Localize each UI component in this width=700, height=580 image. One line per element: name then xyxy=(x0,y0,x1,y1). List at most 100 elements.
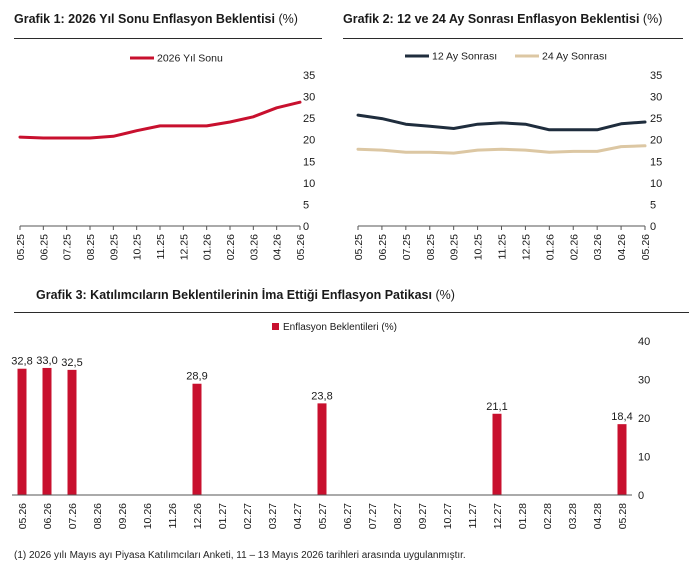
chart3-bar xyxy=(492,413,502,495)
chart3-bar xyxy=(17,368,27,495)
chart2-y-tick-label: 30 xyxy=(650,92,662,104)
chart3-y-tick-label: 40 xyxy=(638,336,650,348)
chart2-y-tick-label: 35 xyxy=(650,70,662,82)
chart2-x-tick-label: 05.26 xyxy=(640,234,652,260)
chart3-x-tick-label: 11.27 xyxy=(467,503,479,529)
chart2-title-rule xyxy=(343,38,683,39)
chart3-x-tick-label: 04.28 xyxy=(592,503,604,529)
chart3-x-tick-label: 05.26 xyxy=(17,503,29,529)
chart1-y-tick-label: 35 xyxy=(303,70,315,82)
chart3-x-tick-label: 01.28 xyxy=(517,503,529,529)
chart2-y-tick-label: 0 xyxy=(650,221,656,233)
chart1-x-tick-label: 05.25 xyxy=(15,234,27,260)
chart1-y-tick-label: 15 xyxy=(303,156,315,168)
chart1-x-tick-label: 12.25 xyxy=(178,234,190,260)
chart1-x-tick-label: 10.25 xyxy=(132,234,144,260)
chart3-x-tick-label: 06.26 xyxy=(42,503,54,529)
chart2-title-text: Grafik 2: 12 ve 24 Ay Sonrası Enflasyon … xyxy=(343,12,640,26)
footnote: (1) 2026 yılı Mayıs ayı Piyasa Katılımcı… xyxy=(14,550,466,561)
chart1-y-tick-label: 0 xyxy=(303,221,309,233)
chart1-x-tick-label: 01.26 xyxy=(202,234,214,260)
chart3-x-tick-label: 05.27 xyxy=(317,503,329,529)
chart3-title: Grafik 3: Katılımcıların Beklentilerinin… xyxy=(36,288,455,302)
chart3-x-tick-label: 08.26 xyxy=(92,503,104,529)
chart1-title: Grafik 1: 2026 Yıl Sonu Enflasyon Beklen… xyxy=(14,12,298,26)
chart1-title-rule xyxy=(14,38,322,39)
chart2-legend-label-0: 12 Ay Sonrası xyxy=(432,51,497,63)
chart3-data-label: 18,4 xyxy=(611,411,632,423)
chart2-series-line-0 xyxy=(356,113,647,132)
chart2-series-line-1 xyxy=(356,144,647,155)
chart3-y-tick-label: 10 xyxy=(638,452,650,464)
chart1-y-tick-label: 5 xyxy=(303,199,309,211)
chart1-x-tick-label: 11.25 xyxy=(155,234,167,260)
chart1-title-unit: (%) xyxy=(278,12,298,26)
chart1-x-tick-label: 03.26 xyxy=(248,234,260,260)
chart2-x-tick-label: 02.26 xyxy=(568,234,580,260)
chart3-x-tick-label: 09.27 xyxy=(417,503,429,529)
chart2-y-tick-label: 10 xyxy=(650,178,662,190)
chart3-data-label: 33,0 xyxy=(36,355,57,367)
chart2-x-tick-label: 01.26 xyxy=(544,234,556,260)
chart1-x-tick-label: 07.25 xyxy=(62,234,74,260)
chart1-x-tick-label: 02.26 xyxy=(225,234,237,260)
chart3-data-label: 21,1 xyxy=(486,401,507,413)
chart1-x-tick-label: 06.25 xyxy=(38,234,50,260)
chart2-x-tick-label: 06.25 xyxy=(377,234,389,260)
chart2-y-tick-label: 25 xyxy=(650,113,662,125)
chart3-title-rule xyxy=(14,312,689,313)
chart1-x-tick-label: 09.25 xyxy=(108,234,120,260)
chart1-y-tick-label: 30 xyxy=(303,92,315,104)
chart2-y-tick-label: 5 xyxy=(650,199,656,211)
chart3-bar xyxy=(67,369,77,495)
chart3-legend-swatch xyxy=(272,323,279,330)
chart3-x-tick-label: 02.28 xyxy=(542,503,554,529)
chart3-x-tick-label: 09.26 xyxy=(117,503,129,529)
chart3-bar xyxy=(42,367,52,495)
chart3-y-tick-label: 0 xyxy=(638,490,644,502)
chart3-bar xyxy=(617,424,627,495)
chart3-x-tick-label: 10.26 xyxy=(142,503,154,529)
chart1-series-line-0 xyxy=(18,100,302,140)
chart1-y-tick-label: 20 xyxy=(303,135,315,147)
chart2-title: Grafik 2: 12 ve 24 Ay Sonrası Enflasyon … xyxy=(343,12,662,26)
chart3-x-tick-label: 07.26 xyxy=(67,503,79,529)
chart1-x-tick-label: 08.25 xyxy=(85,234,97,260)
chart2-x-tick-label: 08.25 xyxy=(425,234,437,260)
chart3-x-tick-label: 12.26 xyxy=(192,503,204,529)
chart2-x-tick-label: 04.26 xyxy=(616,234,628,260)
chart3-bar xyxy=(317,403,327,495)
chart2-y-tick-label: 20 xyxy=(650,135,662,147)
chart3-y-tick-label: 30 xyxy=(638,375,650,387)
chart2-x-tick-label: 12.25 xyxy=(520,234,532,260)
chart2-x-tick-label: 05.25 xyxy=(353,234,365,260)
chart2-x-tick-label: 09.25 xyxy=(449,234,461,260)
chart3-title-unit: (%) xyxy=(435,288,455,302)
chart2-x-tick-label: 11.25 xyxy=(497,234,509,260)
chart1-title-text: Grafik 1: 2026 Yıl Sonu Enflasyon Beklen… xyxy=(14,12,275,26)
chart3-data-label: 32,5 xyxy=(61,357,82,369)
chart3-data-label: 23,8 xyxy=(311,390,332,402)
chart2-title-unit: (%) xyxy=(642,12,663,26)
chart2-x-tick-label: 10.25 xyxy=(473,234,485,260)
chart3-x-tick-label: 01.27 xyxy=(217,503,229,529)
chart3-x-tick-label: 05.28 xyxy=(617,503,629,529)
chart3-data-label: 28,9 xyxy=(186,371,207,383)
chart2-x-tick-label: 03.26 xyxy=(592,234,604,260)
chart3-title-text: Grafik 3: Katılımcıların Beklentilerinin… xyxy=(36,288,432,302)
chart1-x-tick-label: 04.26 xyxy=(272,234,284,260)
chart1-legend-label-0: 2026 Yıl Sonu xyxy=(157,53,223,65)
chart1-x-tick-label: 05.26 xyxy=(295,234,307,260)
chart3-x-tick-label: 06.27 xyxy=(342,503,354,529)
chart2-y-tick-label: 15 xyxy=(650,156,662,168)
chart3-data-label: 32,8 xyxy=(11,356,32,368)
chart2-legend-label-1: 24 Ay Sonrası xyxy=(542,51,607,63)
chart2-x-tick-label: 07.25 xyxy=(401,234,413,260)
chart3-x-tick-label: 03.28 xyxy=(567,503,579,529)
chart1-y-tick-label: 10 xyxy=(303,178,315,190)
chart3-x-tick-label: 04.27 xyxy=(292,503,304,529)
chart3-bar xyxy=(192,383,202,495)
chart3-x-tick-label: 08.27 xyxy=(392,503,404,529)
chart3-x-tick-label: 03.27 xyxy=(267,503,279,529)
